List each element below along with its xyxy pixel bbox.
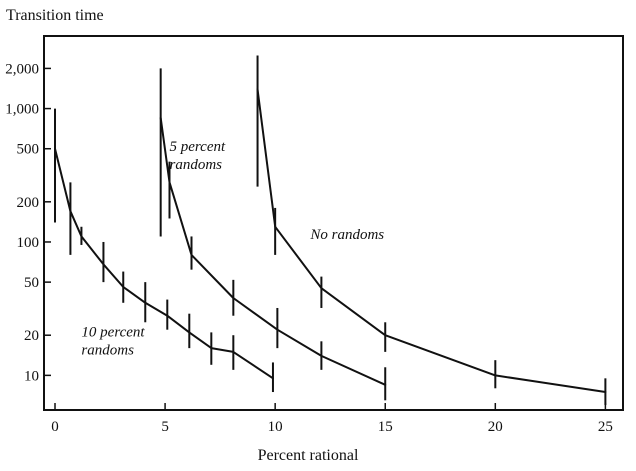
annotation-line: randoms	[81, 343, 134, 359]
series-layer	[54, 55, 607, 405]
series-10-percent-randoms	[54, 108, 274, 393]
series-line	[256, 88, 607, 393]
y-axis-title: Transition time	[6, 7, 104, 24]
plot-frame	[43, 35, 624, 411]
x-axis: 0 5 10 15 20 25	[51, 403, 613, 435]
annotation-line: 10 percent	[81, 325, 145, 341]
annotations: 10 percent randoms 5 percent randoms No rand…	[81, 139, 384, 359]
y-tick-label: 50	[24, 275, 39, 291]
y-tick-label: 100	[17, 235, 40, 251]
x-tick-label: 20	[488, 419, 503, 435]
x-tick-label: 0	[51, 419, 59, 435]
x-tick-label: 25	[598, 419, 613, 435]
y-tick-label: 1,000	[5, 102, 39, 118]
annotation-label: 10 percent randoms	[81, 325, 145, 359]
x-tick-label: 10	[268, 419, 283, 435]
annotation-line: No randoms	[309, 227, 384, 243]
series-5-percent-randoms	[159, 68, 387, 401]
series-no-randoms	[256, 55, 607, 405]
x-tick-label: 15	[378, 419, 393, 435]
annotation-label: 5 percent randoms	[169, 139, 226, 173]
annotation-line: 5 percent	[169, 139, 226, 155]
y-tick-label: 500	[17, 142, 40, 158]
annotation-label: No randoms	[309, 227, 384, 243]
y-axis: 10 20 50 100 200 500 1,000 2,000	[5, 61, 51, 384]
y-tick-label: 20	[24, 328, 39, 344]
annotation-line: randoms	[169, 157, 222, 173]
y-tick-label: 200	[17, 195, 40, 211]
x-tick-label: 5	[161, 419, 169, 435]
y-tick-label: 10	[24, 368, 39, 384]
y-tick-label: 2,000	[5, 61, 39, 77]
x-axis-title: Percent rational	[258, 447, 359, 464]
